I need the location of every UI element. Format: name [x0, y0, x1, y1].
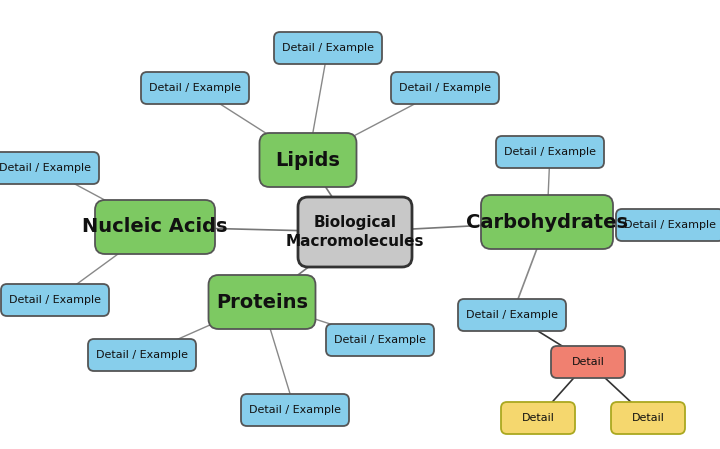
Text: Detail: Detail: [631, 413, 665, 423]
FancyBboxPatch shape: [501, 402, 575, 434]
FancyBboxPatch shape: [1, 284, 109, 316]
FancyBboxPatch shape: [241, 394, 349, 426]
FancyBboxPatch shape: [551, 346, 625, 378]
Text: Detail / Example: Detail / Example: [282, 43, 374, 53]
FancyBboxPatch shape: [481, 195, 613, 249]
FancyBboxPatch shape: [616, 209, 720, 241]
Text: Nucleic Acids: Nucleic Acids: [82, 217, 228, 237]
FancyBboxPatch shape: [95, 200, 215, 254]
FancyBboxPatch shape: [274, 32, 382, 64]
FancyBboxPatch shape: [611, 402, 685, 434]
Text: Detail / Example: Detail / Example: [249, 405, 341, 415]
Text: Detail / Example: Detail / Example: [334, 335, 426, 345]
FancyBboxPatch shape: [88, 339, 196, 371]
FancyBboxPatch shape: [141, 72, 249, 104]
FancyBboxPatch shape: [209, 275, 315, 329]
Text: Detail / Example: Detail / Example: [399, 83, 491, 93]
FancyBboxPatch shape: [326, 324, 434, 356]
Text: Carbohydrates: Carbohydrates: [466, 212, 628, 232]
Text: Detail / Example: Detail / Example: [149, 83, 241, 93]
Text: Detail / Example: Detail / Example: [504, 147, 596, 157]
FancyBboxPatch shape: [458, 299, 566, 331]
Text: Lipids: Lipids: [276, 150, 341, 170]
FancyBboxPatch shape: [496, 136, 604, 168]
Text: Detail: Detail: [572, 357, 604, 367]
FancyBboxPatch shape: [298, 197, 412, 267]
Text: Detail / Example: Detail / Example: [0, 163, 91, 173]
Text: Detail / Example: Detail / Example: [96, 350, 188, 360]
Text: Detail / Example: Detail / Example: [624, 220, 716, 230]
FancyBboxPatch shape: [259, 133, 356, 187]
FancyBboxPatch shape: [0, 152, 99, 184]
Text: Detail / Example: Detail / Example: [466, 310, 558, 320]
Text: Detail / Example: Detail / Example: [9, 295, 101, 305]
Text: Detail: Detail: [521, 413, 554, 423]
Text: Proteins: Proteins: [216, 292, 308, 312]
FancyBboxPatch shape: [391, 72, 499, 104]
Text: Biological
Macromolecules: Biological Macromolecules: [286, 215, 424, 249]
